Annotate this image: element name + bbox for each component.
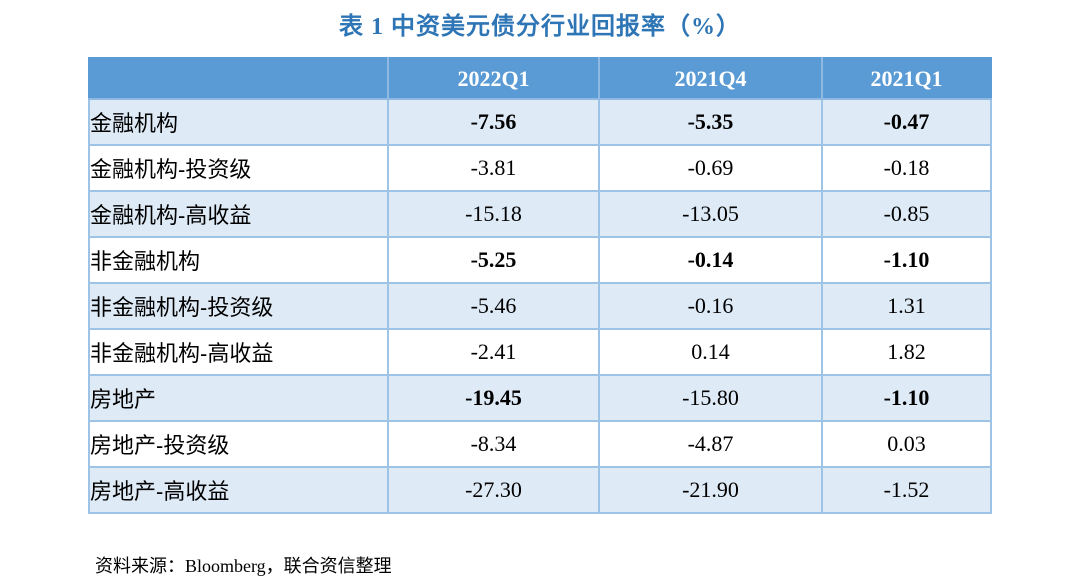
value-cell: -15.18 xyxy=(387,190,600,238)
returns-table-container: 2022Q1 2021Q4 2021Q1 金融机构 -7.56 -5.35 -0.47… xyxy=(88,57,992,514)
value-cell: -1.10 xyxy=(821,374,992,422)
value-cell: -15.80 xyxy=(598,374,823,422)
value-cell: 1.31 xyxy=(821,282,992,330)
value-cell: -4.87 xyxy=(598,420,823,468)
row-label-cell: 非金融机构 xyxy=(88,236,389,284)
value-cell: -5.46 xyxy=(387,282,600,330)
value-cell: -21.90 xyxy=(598,466,823,514)
header-row: 2022Q1 2021Q4 2021Q1 xyxy=(88,57,992,100)
value-cell: -1.10 xyxy=(821,236,992,284)
row-label-cell: 非金融机构-高收益 xyxy=(88,328,389,376)
value-cell: -8.34 xyxy=(387,420,600,468)
row-label-cell: 金融机构-高收益 xyxy=(88,190,389,238)
value-cell: -0.14 xyxy=(598,236,823,284)
value-cell: -1.52 xyxy=(821,466,992,514)
source-note: 资料来源：Bloomberg，联合资信整理 xyxy=(95,556,392,576)
value-cell: -27.30 xyxy=(387,466,600,514)
value-cell: -13.05 xyxy=(598,190,823,238)
table-row: 房地产-高收益 -27.30 -21.90 -1.52 xyxy=(88,466,992,514)
table-row: 非金融机构-高收益 -2.41 0.14 1.82 xyxy=(88,328,992,376)
table-row: 非金融机构 -5.25 -0.14 -1.10 xyxy=(88,236,992,284)
row-label-cell: 房地产-投资级 xyxy=(88,420,389,468)
value-cell: 0.03 xyxy=(821,420,992,468)
value-cell: 1.82 xyxy=(821,328,992,376)
table-row: 金融机构 -7.56 -5.35 -0.47 xyxy=(88,98,992,146)
column-header-blank xyxy=(88,57,389,100)
table-body: 金融机构 -7.56 -5.35 -0.47 金融机构-投资级 -3.81 -0.69 -0.… xyxy=(88,98,992,514)
value-cell: -0.47 xyxy=(821,98,992,146)
row-label-cell: 房地产-高收益 xyxy=(88,466,389,514)
table-row: 金融机构-投资级 -3.81 -0.69 -0.18 xyxy=(88,144,992,192)
column-header-2021q4: 2021Q4 xyxy=(598,57,823,100)
table-row: 金融机构-高收益 -15.18 -13.05 -0.85 xyxy=(88,190,992,238)
row-label-cell: 金融机构-投资级 xyxy=(88,144,389,192)
column-header-2021q1: 2021Q1 xyxy=(821,57,992,100)
page-title: 表 1 中资美元债分行业回报率（%） xyxy=(339,14,741,40)
value-cell: -5.25 xyxy=(387,236,600,284)
value-cell: -7.56 xyxy=(387,98,600,146)
table-row: 非金融机构-投资级 -5.46 -0.16 1.31 xyxy=(88,282,992,330)
value-cell: -0.16 xyxy=(598,282,823,330)
value-cell: -0.69 xyxy=(598,144,823,192)
column-header-2022q1: 2022Q1 xyxy=(387,57,600,100)
row-label-cell: 金融机构 xyxy=(88,98,389,146)
value-cell: -0.85 xyxy=(821,190,992,238)
row-label-cell: 非金融机构-投资级 xyxy=(88,282,389,330)
table-row: 房地产 -19.45 -15.80 -1.10 xyxy=(88,374,992,422)
value-cell: -2.41 xyxy=(387,328,600,376)
value-cell: -19.45 xyxy=(387,374,600,422)
value-cell: 0.14 xyxy=(598,328,823,376)
value-cell: -0.18 xyxy=(821,144,992,192)
value-cell: -3.81 xyxy=(387,144,600,192)
row-label-cell: 房地产 xyxy=(88,374,389,422)
value-cell: -5.35 xyxy=(598,98,823,146)
table-row: 房地产-投资级 -8.34 -4.87 0.03 xyxy=(88,420,992,468)
returns-table: 2022Q1 2021Q4 2021Q1 金融机构 -7.56 -5.35 -0.47… xyxy=(88,57,992,514)
